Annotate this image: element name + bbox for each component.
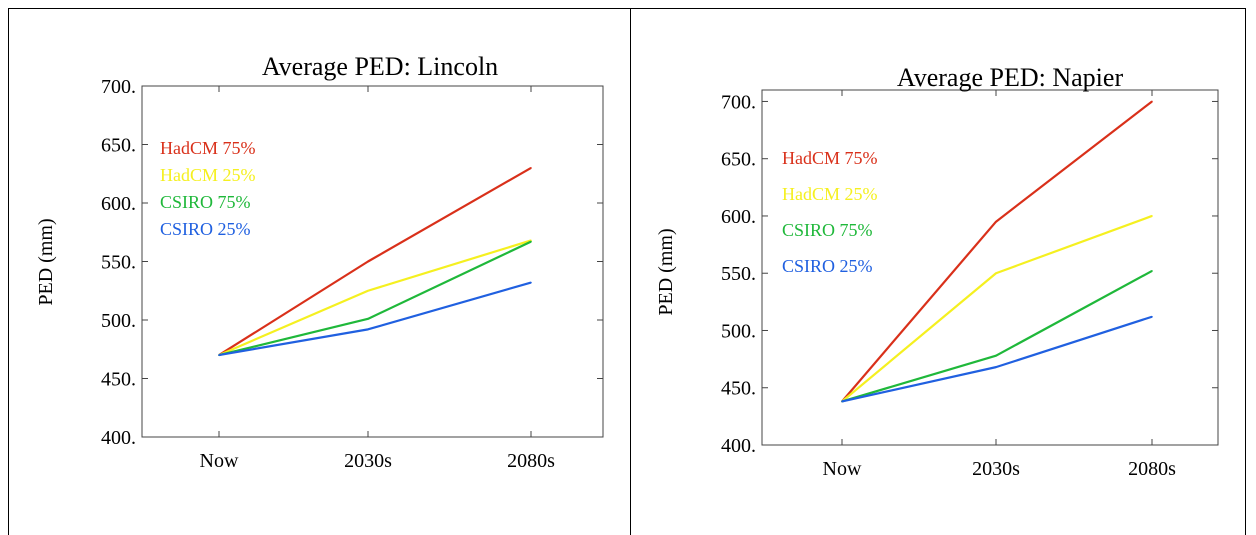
data-point xyxy=(367,289,369,292)
y-tick-label: 650. xyxy=(101,135,136,157)
y-tick-label: 450. xyxy=(101,369,136,391)
y-tick-label: 400. xyxy=(101,427,136,449)
data-point xyxy=(218,354,220,356)
plot-area xyxy=(761,89,1219,446)
legend-entry: CSIRO 75% xyxy=(160,192,251,212)
data-point xyxy=(841,400,843,403)
series-line-hadcm-25- xyxy=(841,214,1153,403)
legend-entry: CSIRO 75% xyxy=(782,220,873,240)
legend-entry: HadCM 25% xyxy=(160,165,256,185)
legend-entry: HadCM 75% xyxy=(782,148,878,168)
legend-entry: HadCM 75% xyxy=(160,138,256,158)
figure-frame xyxy=(8,8,1246,535)
x-tick-label: Now xyxy=(823,458,862,480)
y-tick-label: 600. xyxy=(101,193,136,215)
data-point xyxy=(530,281,532,284)
y-tick-label: 650. xyxy=(721,149,756,171)
legend-entry: HadCM 25% xyxy=(782,184,878,204)
series-line-hadcm-75- xyxy=(841,100,1153,403)
y-tick-label: 550. xyxy=(101,252,136,274)
chart-title: Average PED: Lincoln xyxy=(262,52,498,81)
data-point xyxy=(367,318,369,320)
y-tick-label: 400. xyxy=(721,435,756,457)
data-point xyxy=(995,354,997,357)
data-point xyxy=(367,328,369,331)
y-tick-label: 450. xyxy=(721,378,756,400)
y-axis-label: PED (mm) xyxy=(35,218,57,305)
data-point xyxy=(995,272,997,275)
y-tick-label: 600. xyxy=(721,206,756,228)
data-point xyxy=(1151,100,1153,103)
data-point xyxy=(1151,270,1153,272)
data-point xyxy=(995,366,997,368)
data-point xyxy=(1151,215,1153,217)
frame-stub xyxy=(8,480,9,535)
data-point xyxy=(530,167,532,169)
data-point xyxy=(1151,315,1153,318)
y-tick-label: 500. xyxy=(101,310,136,332)
data-point xyxy=(995,220,997,223)
x-tick-label: Now xyxy=(200,450,239,472)
y-tick-label: 500. xyxy=(721,320,756,342)
y-tick-label: 700. xyxy=(101,76,136,98)
data-point xyxy=(367,260,369,263)
x-tick-label: 2080s xyxy=(1128,458,1176,480)
x-tick-label: 2080s xyxy=(507,450,555,472)
legend-entry: CSIRO 25% xyxy=(782,256,873,276)
y-tick-label: 550. xyxy=(721,263,756,285)
y-tick-label: 700. xyxy=(721,91,756,113)
chart-title: Average PED: Napier xyxy=(897,63,1124,92)
x-tick-label: 2030s xyxy=(344,450,392,472)
x-tick-label: 2030s xyxy=(972,458,1020,480)
legend-entry: CSIRO 25% xyxy=(160,219,251,239)
y-axis-label: PED (mm) xyxy=(655,228,677,315)
data-point xyxy=(530,240,532,243)
panel-divider xyxy=(630,8,631,535)
series-line-csiro-75- xyxy=(841,269,1153,403)
